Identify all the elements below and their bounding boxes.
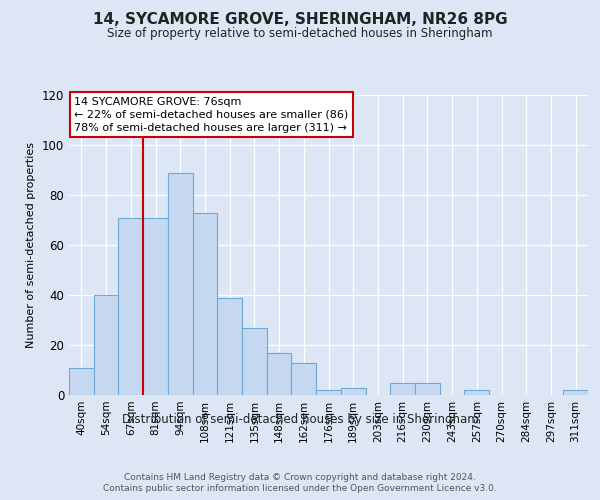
Bar [69,368,94,395]
Bar [118,218,143,395]
Bar [415,382,440,395]
Bar [316,390,341,395]
Text: Contains public sector information licensed under the Open Government Licence v3: Contains public sector information licen… [103,484,497,493]
Y-axis label: Number of semi-detached properties: Number of semi-detached properties [26,142,36,348]
Bar [563,390,588,395]
Bar [94,295,118,395]
Text: 14, SYCAMORE GROVE, SHERINGHAM, NR26 8PG: 14, SYCAMORE GROVE, SHERINGHAM, NR26 8PG [92,12,508,28]
Bar [341,388,365,395]
Bar [193,212,217,395]
Bar [168,172,193,395]
Bar [390,382,415,395]
Text: 14 SYCAMORE GROVE: 76sqm
← 22% of semi-detached houses are smaller (86)
78% of s: 14 SYCAMORE GROVE: 76sqm ← 22% of semi-d… [74,96,349,133]
Text: Contains HM Land Registry data © Crown copyright and database right 2024.: Contains HM Land Registry data © Crown c… [124,472,476,482]
Bar [267,352,292,395]
Text: Size of property relative to semi-detached houses in Sheringham: Size of property relative to semi-detach… [107,28,493,40]
Bar [143,218,168,395]
Bar [464,390,489,395]
Bar [217,298,242,395]
Bar [242,328,267,395]
Bar [292,362,316,395]
Text: Distribution of semi-detached houses by size in Sheringham: Distribution of semi-detached houses by … [122,412,478,426]
